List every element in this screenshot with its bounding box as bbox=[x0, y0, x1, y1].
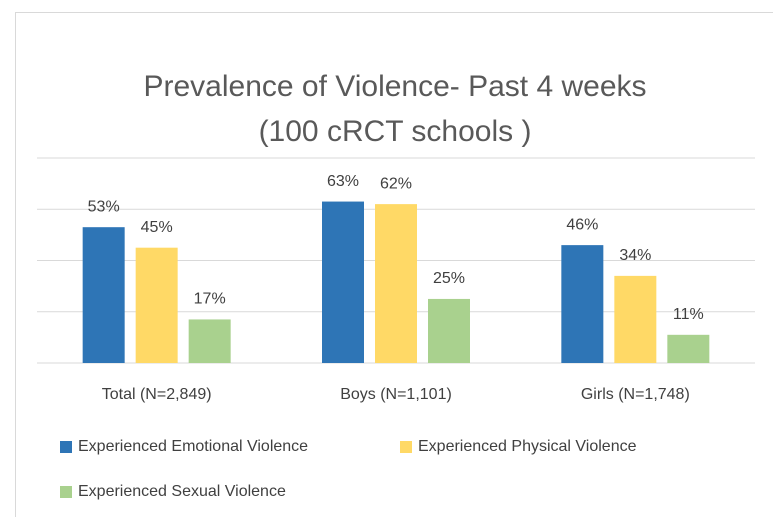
legend-swatch bbox=[60, 486, 72, 498]
chart-title: Prevalence of Violence- Past 4 weeks bbox=[143, 70, 646, 103]
legend-label: Experienced Sexual Violence bbox=[78, 483, 286, 500]
bar bbox=[667, 334, 710, 363]
bar bbox=[428, 298, 470, 363]
bar bbox=[322, 201, 364, 363]
legend-swatch bbox=[400, 441, 412, 453]
data-label: 53% bbox=[88, 198, 120, 215]
data-label: 17% bbox=[194, 291, 226, 308]
data-label: 45% bbox=[141, 219, 173, 236]
bar bbox=[561, 245, 604, 363]
bar bbox=[375, 204, 417, 363]
legend-swatch bbox=[60, 441, 72, 453]
data-label: 62% bbox=[380, 175, 412, 192]
legend-label: Experienced Physical Violence bbox=[418, 438, 637, 455]
bar bbox=[614, 275, 657, 363]
bar bbox=[135, 247, 178, 363]
legend-label: Experienced Emotional Violence bbox=[78, 438, 308, 455]
x-tick-label: Total (N=2,849) bbox=[102, 386, 212, 403]
bar bbox=[82, 227, 125, 363]
data-label: 11% bbox=[673, 306, 704, 323]
x-tick-label: Boys (N=1,101) bbox=[340, 386, 452, 403]
x-tick-label: Girls (N=1,748) bbox=[581, 386, 690, 403]
data-label: 46% bbox=[566, 216, 598, 233]
data-label: 25% bbox=[433, 270, 465, 287]
data-label: 63% bbox=[327, 173, 359, 190]
data-label: 34% bbox=[619, 247, 651, 264]
bar bbox=[188, 319, 231, 363]
chart-subtitle: (100 cRCT schools ) bbox=[259, 115, 532, 148]
